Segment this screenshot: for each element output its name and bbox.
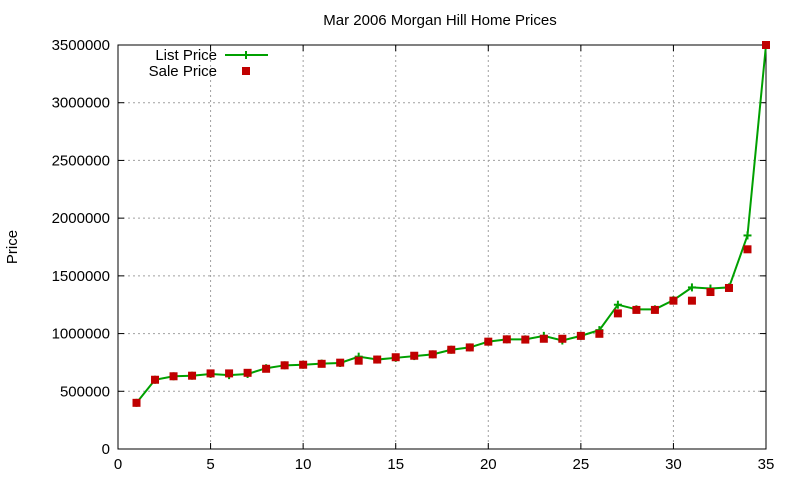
sale-price-marker bbox=[613, 309, 622, 318]
sale-price-marker bbox=[521, 335, 530, 344]
series-layer bbox=[132, 41, 770, 407]
list-price-marker bbox=[743, 231, 752, 240]
x-tick-label: 5 bbox=[206, 456, 214, 473]
sale-price-marker bbox=[317, 359, 326, 368]
legend-marks bbox=[225, 51, 268, 75]
y-axis-label: Price bbox=[4, 230, 21, 264]
x-tick-label: 35 bbox=[758, 456, 775, 473]
sale-price-marker bbox=[558, 334, 567, 343]
sale-price-marker bbox=[428, 350, 437, 359]
sale-price-marker bbox=[410, 351, 419, 360]
sale-price-marker bbox=[484, 337, 493, 346]
list-price-marker bbox=[613, 300, 622, 309]
list-price-marker bbox=[687, 283, 696, 292]
sale-price-marker bbox=[354, 356, 363, 365]
sale-price-marker bbox=[280, 361, 289, 370]
legend: List Price Sale Price bbox=[149, 47, 268, 80]
sale-price-marker bbox=[336, 358, 345, 367]
sale-price-marker bbox=[299, 360, 308, 369]
sale-price-marker bbox=[743, 245, 752, 254]
x-tick-label: 0 bbox=[114, 456, 122, 473]
sale-price-marker bbox=[373, 355, 382, 364]
sale-price-marker bbox=[206, 369, 215, 378]
sale-price-marker bbox=[706, 288, 715, 297]
y-tick-label: 0 bbox=[102, 441, 110, 458]
sale-price-marker bbox=[225, 369, 234, 378]
sale-price-marker bbox=[188, 371, 197, 380]
sale-price-marker bbox=[132, 398, 141, 407]
sale-price-marker bbox=[262, 364, 271, 373]
y-tick-label: 500000 bbox=[60, 383, 110, 400]
sale-price-marker bbox=[669, 296, 678, 305]
sale-price-marker bbox=[151, 375, 160, 384]
x-tick-label: 20 bbox=[480, 456, 497, 473]
sale-price-marker bbox=[632, 305, 641, 314]
legend-label-sale-price: Sale Price bbox=[149, 63, 217, 80]
y-tick-label: 2000000 bbox=[52, 210, 110, 227]
axis-layer: 0 5 10 15 20 25 30 35 0 500000 1000000 1500000 20000… bbox=[52, 37, 775, 473]
y-tick-label: 3500000 bbox=[52, 37, 110, 54]
sale-price-marker bbox=[465, 343, 474, 352]
legend-label-list-price: List Price bbox=[155, 47, 217, 64]
x-tick-label: 10 bbox=[295, 456, 312, 473]
sale-price-marker bbox=[595, 329, 604, 338]
sale-price-marker bbox=[169, 372, 178, 381]
sale-price-marker bbox=[447, 345, 456, 354]
sale-price-marker bbox=[724, 283, 733, 292]
sale-price-marker bbox=[502, 335, 511, 344]
x-tick-label: 30 bbox=[665, 456, 682, 473]
sale-price-marker bbox=[687, 296, 696, 305]
legend-sale-price-marker bbox=[242, 67, 250, 75]
grid-layer bbox=[118, 45, 766, 449]
y-tick-label: 3000000 bbox=[52, 95, 110, 112]
chart-title: Mar 2006 Morgan Hill Home Prices bbox=[323, 12, 556, 29]
sale-price-marker bbox=[391, 353, 400, 362]
sale-price-marker bbox=[243, 368, 252, 377]
y-tick-label: 2500000 bbox=[52, 152, 110, 169]
y-tick-label: 1000000 bbox=[52, 326, 110, 343]
sale-price-marker bbox=[576, 331, 585, 340]
sale-price-marker bbox=[539, 334, 548, 343]
plot-frame bbox=[117, 44, 767, 450]
x-tick-label: 15 bbox=[387, 456, 404, 473]
sale-price-marker bbox=[762, 41, 770, 49]
sale-price-marker bbox=[650, 305, 659, 314]
y-tick-label: 1500000 bbox=[52, 268, 110, 285]
x-tick-label: 25 bbox=[573, 456, 590, 473]
